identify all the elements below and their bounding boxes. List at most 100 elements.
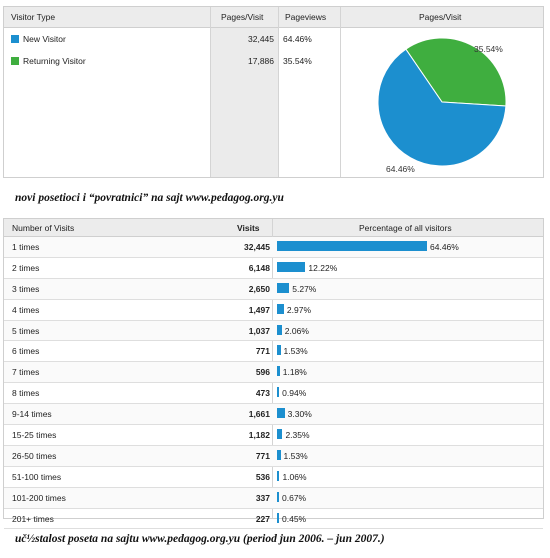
visits-label: 6 times xyxy=(12,346,40,357)
percentage-bar xyxy=(277,345,281,356)
header-percentage[interactable]: Percentage of all visitors xyxy=(359,223,452,233)
visits-label: 15-25 times xyxy=(12,430,57,441)
pie-chart-svg xyxy=(377,37,507,167)
visitor-label: Returning Visitor xyxy=(23,56,86,66)
header-pageviews[interactable]: Pageviews xyxy=(285,12,327,22)
pageviews-percent: 35.54% xyxy=(283,56,312,66)
pie-slice-returning-visitor xyxy=(405,37,507,107)
visits-row[interactable]: 51-100 times 536 1.06% xyxy=(4,467,543,488)
visits-label: 26-50 times xyxy=(12,450,57,461)
visits-count: 771 xyxy=(255,450,270,461)
pages-visit-column-shade xyxy=(210,7,278,177)
visits-count: 1,182 xyxy=(248,430,270,441)
visits-label: 2 times xyxy=(12,262,40,273)
pie-label-new: 64.46% xyxy=(386,164,415,174)
pages-visit-value: 17,886 xyxy=(248,56,274,66)
legend-swatch-new xyxy=(11,35,19,43)
visits-label: 1 times xyxy=(12,242,40,252)
percentage-value: 0.67% xyxy=(282,492,307,503)
pages-visit-value: 32,445 xyxy=(248,34,274,44)
visits-count: 2,650 xyxy=(248,283,270,294)
visits-count: 6,148 xyxy=(248,262,270,273)
visits-label: 7 times xyxy=(12,367,40,378)
percentage-bar xyxy=(277,366,280,377)
header-pie-title: Pages/Visit xyxy=(419,12,462,22)
header-visits[interactable]: Visits xyxy=(237,223,260,233)
visits-rows: 1 times 32,445 64.46% 2 times 6,148 12.22% 3 t… xyxy=(4,237,543,530)
visits-label: 51-100 times xyxy=(12,471,62,482)
divider xyxy=(340,7,341,177)
visits-label: 5 times xyxy=(12,325,40,336)
visitor-label: New Visitor xyxy=(23,34,66,44)
percentage-value: 1.18% xyxy=(282,367,307,378)
percentage-bar xyxy=(277,261,306,272)
visits-row[interactable]: 1 times 32,445 64.46% xyxy=(4,237,543,258)
visits-row[interactable]: 7 times 596 1.18% xyxy=(4,362,543,384)
visits-row[interactable]: 8 times 473 0.94% xyxy=(4,383,543,405)
divider xyxy=(210,7,211,177)
percentage-bar xyxy=(277,282,290,293)
visits-row[interactable]: 9-14 times 1,661 3.30% xyxy=(4,404,543,426)
visits-label: 9-14 times xyxy=(12,409,52,420)
visits-count: 337 xyxy=(255,492,270,503)
visits-row[interactable]: 4 times 1,497 2.97% xyxy=(4,300,543,321)
percentage-value: 2.97% xyxy=(286,304,312,315)
header-pages-visit[interactable]: Pages/Visit xyxy=(221,12,264,22)
visits-row[interactable]: 6 times 771 1.53% xyxy=(4,341,543,363)
percentage-value: 64.46% xyxy=(430,242,459,252)
pie-chart: 35.54% 64.46% xyxy=(341,27,543,177)
percentage-bar xyxy=(277,512,279,523)
header-visitor-type[interactable]: Visitor Type xyxy=(11,12,56,22)
visits-count: 771 xyxy=(255,346,270,357)
percentage-value: 2.06% xyxy=(284,325,309,336)
visits-label: 201+ times xyxy=(12,513,54,524)
visits-frequency-panel: Number of Visits Visits Percentage of al… xyxy=(3,218,544,530)
visits-count: 1,661 xyxy=(248,409,270,420)
visits-count: 1,497 xyxy=(248,304,270,315)
percentage-bar xyxy=(277,449,281,460)
percentage-bar xyxy=(277,429,283,440)
percentage-value: 0.94% xyxy=(282,388,307,399)
caption-visitor-types: novi posetioci i “povratnici” na sajt ww… xyxy=(15,192,284,204)
pie-label-returning: 35.54% xyxy=(474,44,503,54)
percentage-value: 1.53% xyxy=(283,450,308,461)
visits-count: 32,445 xyxy=(244,242,270,252)
visits-count: 473 xyxy=(255,388,270,399)
pie-slice-new-visitor xyxy=(377,48,507,167)
visits-header: Number of Visits Visits Percentage of al… xyxy=(4,219,543,237)
percentage-value: 2.35% xyxy=(285,430,310,441)
percentage-value: 5.27% xyxy=(292,283,317,294)
percentage-value: 1.06% xyxy=(282,471,307,482)
pageviews-percent: 64.46% xyxy=(283,34,312,44)
percentage-bar xyxy=(277,491,279,502)
visits-count: 227 xyxy=(255,513,270,524)
visits-row[interactable]: 2 times 6,148 12.22% xyxy=(4,258,543,279)
visits-row[interactable]: 5 times 1,037 2.06% xyxy=(4,320,543,342)
percentage-bar xyxy=(277,408,285,419)
header-number-of-visits[interactable]: Number of Visits xyxy=(12,223,75,233)
visits-count: 536 xyxy=(255,471,270,482)
percentage-bar xyxy=(277,241,427,251)
visits-count: 596 xyxy=(255,367,270,378)
percentage-bar xyxy=(277,470,280,481)
visits-label: 3 times xyxy=(12,283,40,294)
percentage-value: 1.53% xyxy=(283,346,308,357)
legend-swatch-returning xyxy=(11,57,19,65)
visits-row[interactable]: 15-25 times 1,182 2.35% xyxy=(4,425,543,446)
visitor-row-returning[interactable]: Returning Visitor 17,886 35.54% xyxy=(4,51,340,73)
caption-visit-frequency: uč½stalost poseta na sajtu www.pedagog.o… xyxy=(15,533,385,545)
visits-row[interactable]: 3 times 2,650 5.27% xyxy=(4,278,543,300)
visitor-row-new[interactable]: New Visitor 32,445 64.46% xyxy=(4,29,340,51)
visitor-type-header: Visitor Type Pages/Visit Pageviews Pages… xyxy=(4,7,543,28)
visits-count: 1,037 xyxy=(248,325,270,336)
visits-row[interactable]: 26-50 times 771 1.53% xyxy=(4,445,543,467)
percentage-bar xyxy=(277,324,282,335)
visits-label: 4 times xyxy=(12,304,40,315)
visits-label: 101-200 times xyxy=(12,492,66,503)
percentage-bar xyxy=(277,303,284,314)
divider xyxy=(278,7,279,177)
visits-row[interactable]: 101-200 times 337 0.67% xyxy=(4,487,543,509)
percentage-value: 3.30% xyxy=(287,409,312,420)
percentage-value: 12.22% xyxy=(308,262,338,273)
visits-row[interactable]: 201+ times 227 0.45% xyxy=(4,509,543,530)
